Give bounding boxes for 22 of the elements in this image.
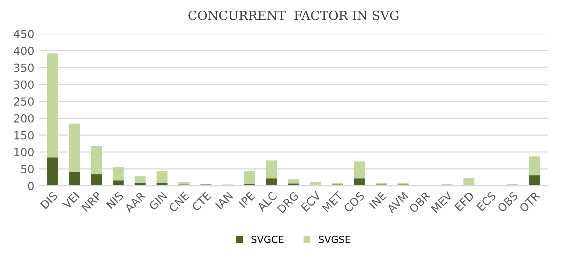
x-tick-label: IPE — [238, 192, 256, 208]
legend-label: SVGCE — [252, 236, 284, 244]
y-tick-label: 400 — [14, 46, 34, 56]
legend-label: SVGSE — [319, 236, 350, 244]
x-tick-label: INE — [369, 192, 387, 210]
y-tick-label: 300 — [14, 80, 34, 90]
y-tick-label: 350 — [14, 64, 34, 72]
y-tick-label: 50 — [21, 165, 34, 174]
x-tick-label: IAN — [215, 192, 234, 210]
x-tick-label: GIN — [148, 192, 168, 211]
y-tick-label: 250 — [14, 98, 34, 106]
y-tick-label: 0 — [28, 182, 34, 190]
y-tick-label: 100 — [14, 148, 34, 157]
x-tick-label: EFD — [454, 192, 475, 212]
x-tick-label: OTR — [519, 191, 541, 213]
x-tick-label: VEI — [62, 192, 80, 210]
y-tick-label: 450 — [14, 30, 34, 38]
y-tick-label: 200 — [14, 114, 34, 123]
chart-title: CONCURRENT FACTOR IN SVG — [188, 10, 399, 20]
x-tick-label: DIS — [40, 191, 58, 210]
x-tick-label: NIS — [106, 191, 124, 210]
y-tick-label: 150 — [14, 131, 34, 140]
